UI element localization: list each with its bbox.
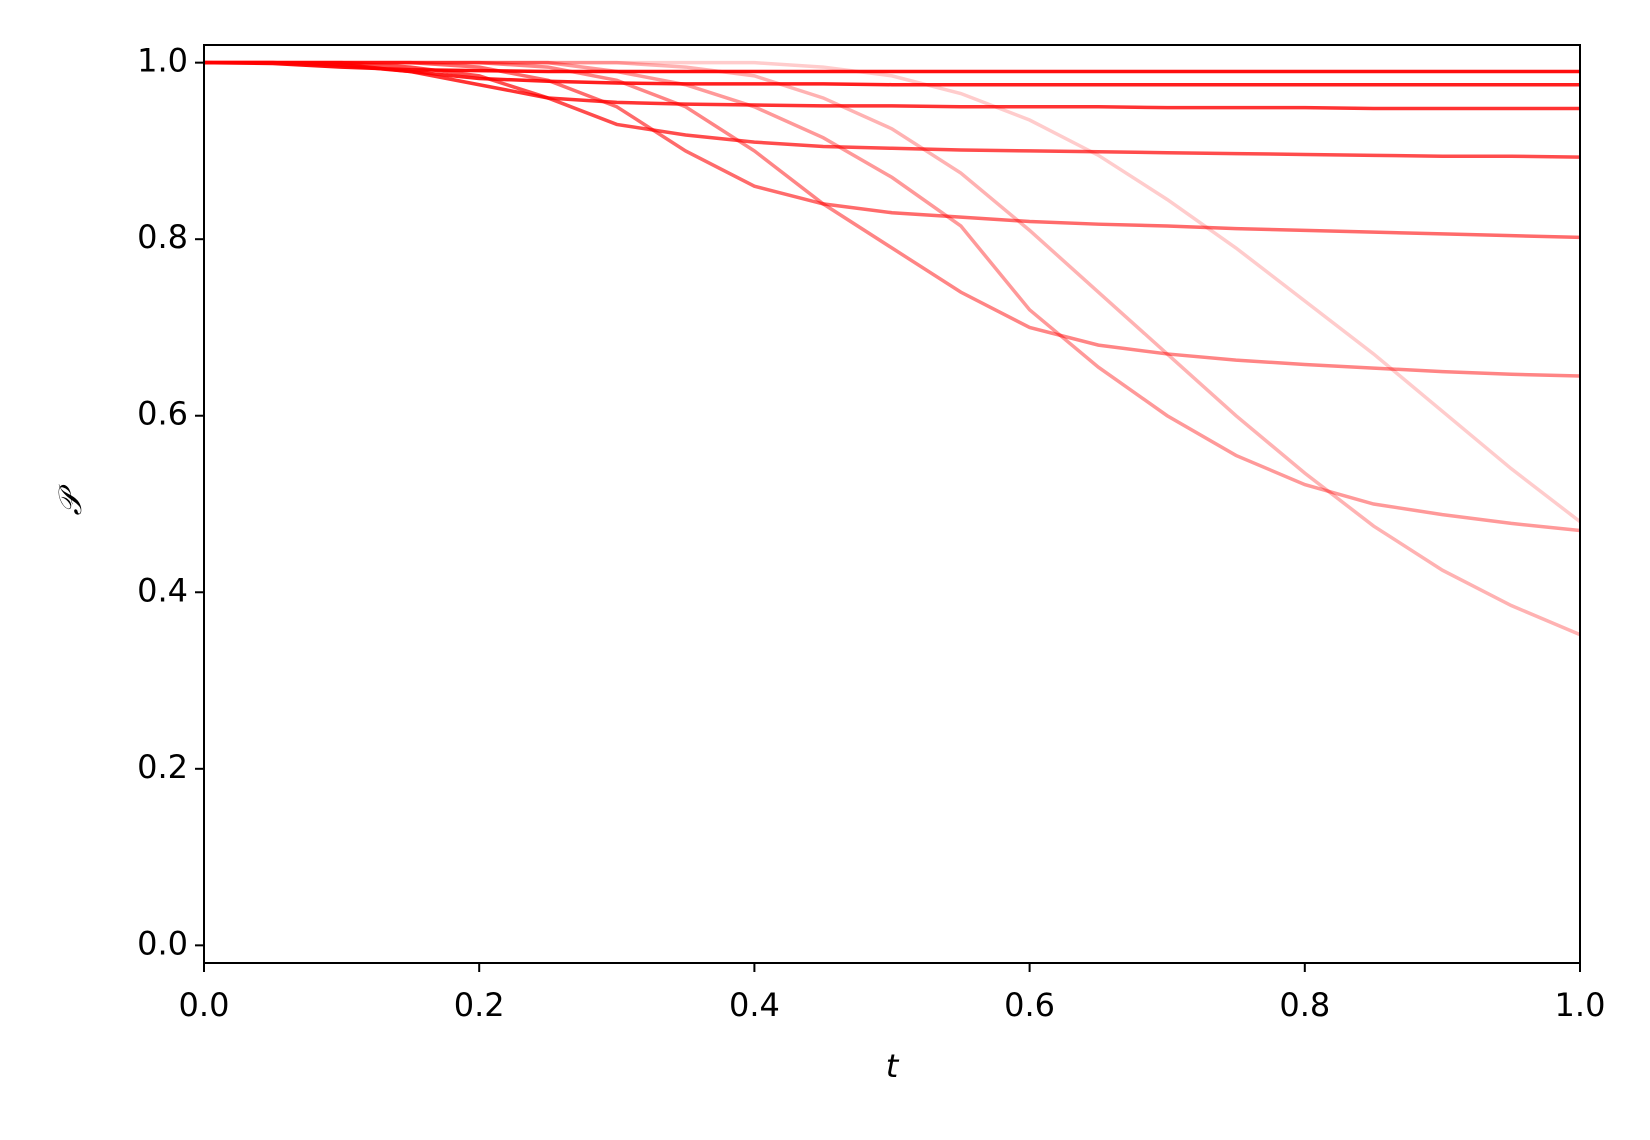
x-axis-label: t: [886, 1047, 900, 1085]
y-tick-label: 0.8: [137, 218, 188, 256]
series-line: [204, 60, 1581, 159]
plot-frame: [203, 44, 1581, 964]
y-tick-label: 0.2: [137, 748, 188, 786]
series-line: [204, 60, 1581, 240]
x-tick-label: 0.0: [179, 986, 230, 1024]
y-tick-label: 0.4: [137, 571, 188, 609]
series-line: [204, 60, 1581, 637]
x-tick-label: 0.2: [454, 986, 505, 1024]
x-tick-label: 1.0: [1555, 986, 1606, 1024]
series-line: [204, 60, 1580, 87]
x-tick-label: 0.8: [1279, 986, 1330, 1024]
x-tick-label: 0.6: [1004, 986, 1055, 1024]
y-tick-label: 1.0: [137, 42, 188, 80]
series-line: [204, 60, 1582, 524]
y-tick-label: 0.0: [137, 924, 188, 962]
y-axis-label: 𝒫: [51, 484, 89, 516]
series-line: [204, 60, 1580, 111]
y-tick-label: 0.6: [137, 395, 188, 433]
series-line: [204, 60, 1581, 533]
series-line: [204, 60, 1581, 378]
x-tick-label: 0.4: [729, 986, 780, 1024]
